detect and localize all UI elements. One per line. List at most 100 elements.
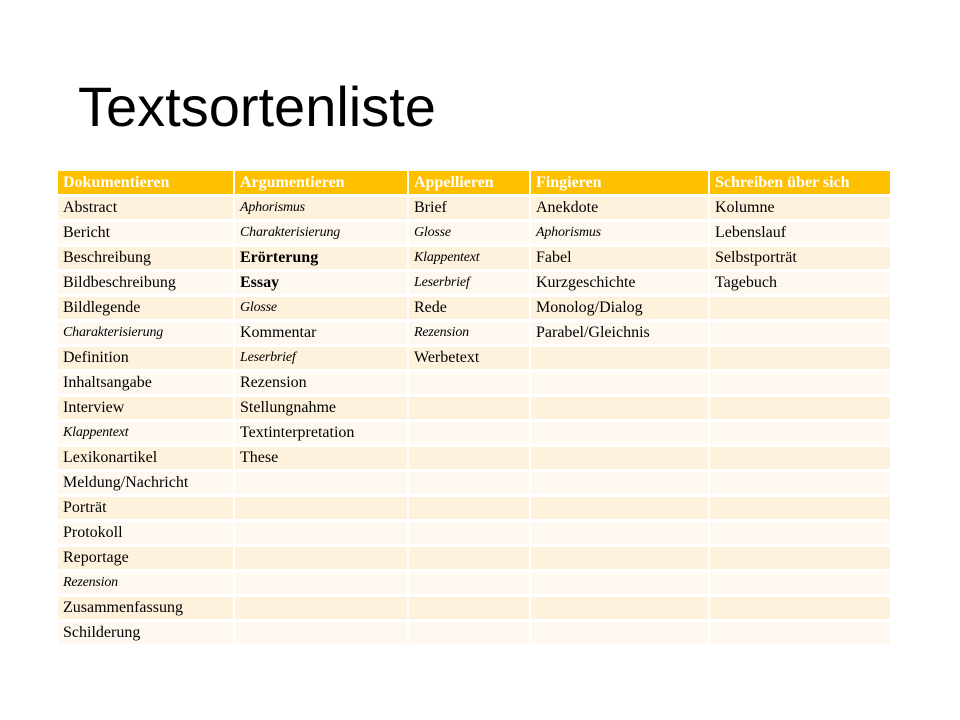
- table-header-row: Dokumentieren Argumentieren Appellieren …: [58, 171, 892, 197]
- table-row: Meldung/Nachricht: [58, 472, 892, 497]
- table-cell-schreiben-ueber-sich: Kolumne: [710, 197, 892, 222]
- table-cell-argumentieren: Kommentar: [235, 322, 409, 347]
- table-cell-appellieren: Klappentext: [409, 247, 531, 272]
- table-row: Abstract Aphorismus Brief Anekdote Kolumne: [58, 197, 892, 222]
- table-cell-argumentieren: [235, 522, 409, 547]
- table-cell-argumentieren: [235, 622, 409, 647]
- table-cell-schreiben-ueber-sich: [710, 472, 892, 497]
- table-cell-fingieren: [531, 422, 710, 447]
- table-cell-dokumentieren: Lexikonartikel: [58, 447, 235, 472]
- table-cell-fingieren: [531, 447, 710, 472]
- table-cell-argumentieren: Rezension: [235, 372, 409, 397]
- table-cell-argumentieren: [235, 572, 409, 597]
- table-cell-appellieren: [409, 472, 531, 497]
- table-cell-dokumentieren: Reportage: [58, 547, 235, 572]
- table-cell-fingieren: Fabel: [531, 247, 710, 272]
- table-cell-appellieren: Glosse: [409, 222, 531, 247]
- table-cell-fingieren: [531, 622, 710, 647]
- table-cell-argumentieren: Erörterung: [235, 247, 409, 272]
- table-cell-argumentieren: [235, 597, 409, 622]
- header-appellieren: Appellieren: [409, 171, 531, 197]
- table-cell-appellieren: [409, 622, 531, 647]
- table-row: Bericht Charakterisierung Glosse Aphorismus…: [58, 222, 892, 247]
- table-cell-fingieren: [531, 547, 710, 572]
- table-cell-argumentieren: Textinterpretation: [235, 422, 409, 447]
- table-cell-schreiben-ueber-sich: [710, 547, 892, 572]
- table-row: Protokoll: [58, 522, 892, 547]
- table-row: Definition Leserbrief Werbetext: [58, 347, 892, 372]
- table-row: Reportage: [58, 547, 892, 572]
- table-cell-dokumentieren: Schilderung: [58, 622, 235, 647]
- table-cell-fingieren: [531, 347, 710, 372]
- table-cell-fingieren: [531, 597, 710, 622]
- table-cell-schreiben-ueber-sich: Tagebuch: [710, 272, 892, 297]
- table-cell-dokumentieren: Inhaltsangabe: [58, 372, 235, 397]
- table-cell-dokumentieren: Protokoll: [58, 522, 235, 547]
- table-cell-schreiben-ueber-sich: [710, 572, 892, 597]
- table-cell-appellieren: [409, 422, 531, 447]
- table-cell-appellieren: [409, 597, 531, 622]
- table-cell-appellieren: [409, 372, 531, 397]
- table-cell-appellieren: Rede: [409, 297, 531, 322]
- table-row: Charakterisierung Kommentar Rezension Parab…: [58, 322, 892, 347]
- slide-title: Textsortenliste: [78, 75, 436, 138]
- table-cell-argumentieren: These: [235, 447, 409, 472]
- table-row: Bildbeschreibung Essay Leserbrief Kurzgesch…: [58, 272, 892, 297]
- table-cell-dokumentieren: Bildlegende: [58, 297, 235, 322]
- table-cell-appellieren: [409, 397, 531, 422]
- table-cell-fingieren: [531, 397, 710, 422]
- table-row: Schilderung: [58, 622, 892, 647]
- header-argumentieren: Argumentieren: [235, 171, 409, 197]
- table-cell-dokumentieren: Beschreibung: [58, 247, 235, 272]
- table-body: Abstract Aphorismus Brief Anekdote Kolumne Be…: [58, 197, 892, 647]
- table-cell-appellieren: [409, 447, 531, 472]
- header-fingieren: Fingieren: [531, 171, 710, 197]
- table-cell-schreiben-ueber-sich: [710, 447, 892, 472]
- table-cell-argumentieren: Stellungnahme: [235, 397, 409, 422]
- table-cell-schreiben-ueber-sich: Lebenslauf: [710, 222, 892, 247]
- table-cell-dokumentieren: Meldung/Nachricht: [58, 472, 235, 497]
- table-row: Porträt: [58, 497, 892, 522]
- table-cell-dokumentieren: Klappentext: [58, 422, 235, 447]
- table-cell-argumentieren: [235, 472, 409, 497]
- table-cell-argumentieren: Glosse: [235, 297, 409, 322]
- table-cell-dokumentieren: Porträt: [58, 497, 235, 522]
- table-cell-fingieren: [531, 522, 710, 547]
- textsorten-table: Dokumentieren Argumentieren Appellieren …: [58, 171, 892, 647]
- table-row: Inhaltsangabe Rezension: [58, 372, 892, 397]
- table-row: Beschreibung Erörterung Klappentext Fabel Se…: [58, 247, 892, 272]
- table-row: Rezension: [58, 572, 892, 597]
- table-cell-appellieren: Brief: [409, 197, 531, 222]
- table-cell-fingieren: [531, 497, 710, 522]
- table-cell-fingieren: [531, 572, 710, 597]
- table-cell-schreiben-ueber-sich: [710, 522, 892, 547]
- table-cell-dokumentieren: Bildbeschreibung: [58, 272, 235, 297]
- table-cell-schreiben-ueber-sich: [710, 622, 892, 647]
- table-row: Klappentext Textinterpretation: [58, 422, 892, 447]
- table-row: Zusammenfassung: [58, 597, 892, 622]
- table-cell-schreiben-ueber-sich: [710, 497, 892, 522]
- table-cell-dokumentieren: Bericht: [58, 222, 235, 247]
- table-cell-dokumentieren: Abstract: [58, 197, 235, 222]
- table-row: Bildlegende Glosse Rede Monolog/Dialog: [58, 297, 892, 322]
- table-row: Interview Stellungnahme: [58, 397, 892, 422]
- header-dokumentieren: Dokumentieren: [58, 171, 235, 197]
- table-cell-appellieren: [409, 497, 531, 522]
- table-cell-fingieren: [531, 472, 710, 497]
- table-cell-schreiben-ueber-sich: Selbstporträt: [710, 247, 892, 272]
- table-cell-argumentieren: [235, 497, 409, 522]
- table-cell-argumentieren: Charakterisierung: [235, 222, 409, 247]
- table-cell-schreiben-ueber-sich: [710, 347, 892, 372]
- table-cell-schreiben-ueber-sich: [710, 372, 892, 397]
- table-cell-dokumentieren: Charakterisierung: [58, 322, 235, 347]
- table-cell-fingieren: Anekdote: [531, 197, 710, 222]
- table-cell-appellieren: Rezension: [409, 322, 531, 347]
- table-cell-argumentieren: Essay: [235, 272, 409, 297]
- table-cell-appellieren: Leserbrief: [409, 272, 531, 297]
- table-cell-schreiben-ueber-sich: [710, 322, 892, 347]
- table-cell-argumentieren: Leserbrief: [235, 347, 409, 372]
- table-cell-fingieren: [531, 372, 710, 397]
- table-cell-argumentieren: [235, 547, 409, 572]
- table-cell-schreiben-ueber-sich: [710, 597, 892, 622]
- table-cell-argumentieren: Aphorismus: [235, 197, 409, 222]
